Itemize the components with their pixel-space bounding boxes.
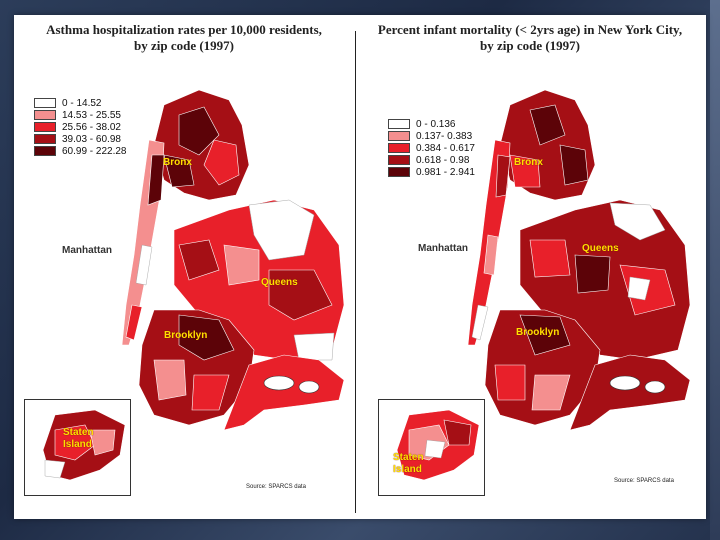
brooklyn-region [484, 309, 601, 426]
slide: Asthma hospitalization rates per 10,000 … [14, 15, 706, 519]
staten-island-inset: Staten Island [24, 399, 131, 496]
legend-label: 25.56 - 38.02 [62, 121, 121, 133]
staten-label: Staten [393, 452, 424, 463]
legend-item: 60.99 - 222.28 [34, 145, 127, 157]
legend-swatch [388, 155, 410, 165]
legend-item: 0.618 - 0.98 [388, 154, 475, 166]
queens-label: Queens [261, 277, 298, 288]
staten-label: Staten [63, 427, 94, 438]
legend-label: 0.981 - 2.941 [416, 166, 475, 178]
legend-label: 0 - 0.136 [416, 118, 456, 130]
legend-swatch [34, 98, 56, 108]
infant-title-line2: by zip code (1997) [479, 38, 581, 53]
asthma-source: Source: SPARCS data [246, 484, 306, 490]
legend-swatch [34, 122, 56, 132]
jamaica-bay-islands [223, 354, 345, 431]
panel-divider [355, 31, 356, 513]
infant-mortality-choropleth-map [467, 89, 691, 431]
staten-island-map [396, 409, 480, 481]
legend-label: 60.99 - 222.28 [62, 145, 127, 157]
island-label: Island [63, 439, 92, 450]
bronx-region [153, 89, 250, 201]
island-label: Island [393, 464, 422, 475]
brooklyn-label: Brooklyn [164, 330, 208, 341]
staten-island-map [42, 409, 126, 481]
asthma-choropleth-map [121, 89, 345, 431]
jamaica-bay-islands [569, 354, 691, 431]
infant-mortality-map-title: Percent infant mortality (< 2yrs age) in… [360, 22, 700, 54]
queens-label: Queens [582, 243, 619, 254]
legend-label: 39.03 - 60.98 [62, 133, 121, 145]
infant-mortality-legend: 0 - 0.136 0.137- 0.383 0.384 - 0.617 0.6… [388, 118, 475, 178]
asthma-legend: 0 - 14.52 14.53 - 25.55 25.56 - 38.02 39… [34, 97, 127, 157]
legend-swatch [388, 167, 410, 177]
legend-swatch [34, 146, 56, 156]
infant-mortality-map-panel: Percent infant mortality (< 2yrs age) in… [360, 15, 700, 519]
manhattan-region [121, 139, 165, 346]
asthma-map-panel: Asthma hospitalization rates per 10,000 … [14, 15, 354, 519]
bronx-label: Bronx [514, 157, 543, 168]
manhattan-region [467, 139, 511, 346]
legend-item: 39.03 - 60.98 [34, 133, 127, 145]
legend-item: 14.53 - 25.55 [34, 109, 127, 121]
manhattan-label: Manhattan [62, 245, 112, 256]
infant-title-line1: Percent infant mortality (< 2yrs age) in… [377, 22, 683, 37]
legend-item: 0.384 - 0.617 [388, 142, 475, 154]
legend-item: 0 - 0.136 [388, 118, 475, 130]
legend-label: 0.137- 0.383 [416, 130, 473, 142]
legend-swatch [388, 143, 410, 153]
legend-item: 0 - 14.52 [34, 97, 127, 109]
legend-item: 25.56 - 38.02 [34, 121, 127, 133]
asthma-title-line2: by zip code (1997) [133, 38, 235, 53]
legend-item: 0.137- 0.383 [388, 130, 475, 142]
bronx-label: Bronx [163, 157, 192, 168]
brooklyn-region [138, 309, 255, 426]
asthma-title-line1: Asthma hospitalization rates per 10,000 … [46, 22, 322, 37]
infant-mortality-source: Source: SPARCS data [614, 478, 674, 484]
background-stripe [710, 0, 720, 540]
brooklyn-label: Brooklyn [516, 327, 560, 338]
legend-item: 0.981 - 2.941 [388, 166, 475, 178]
legend-label: 0.618 - 0.98 [416, 154, 470, 166]
asthma-map-title: Asthma hospitalization rates per 10,000 … [14, 22, 354, 54]
bronx-region [499, 89, 596, 201]
legend-label: 14.53 - 25.55 [62, 109, 121, 121]
staten-island-inset: Staten Island [378, 399, 485, 496]
legend-label: 0 - 14.52 [62, 97, 102, 109]
legend-swatch [388, 131, 410, 141]
legend-label: 0.384 - 0.617 [416, 142, 475, 154]
manhattan-label: Manhattan [418, 243, 468, 254]
legend-swatch [34, 110, 56, 120]
legend-swatch [388, 119, 410, 129]
legend-swatch [34, 134, 56, 144]
